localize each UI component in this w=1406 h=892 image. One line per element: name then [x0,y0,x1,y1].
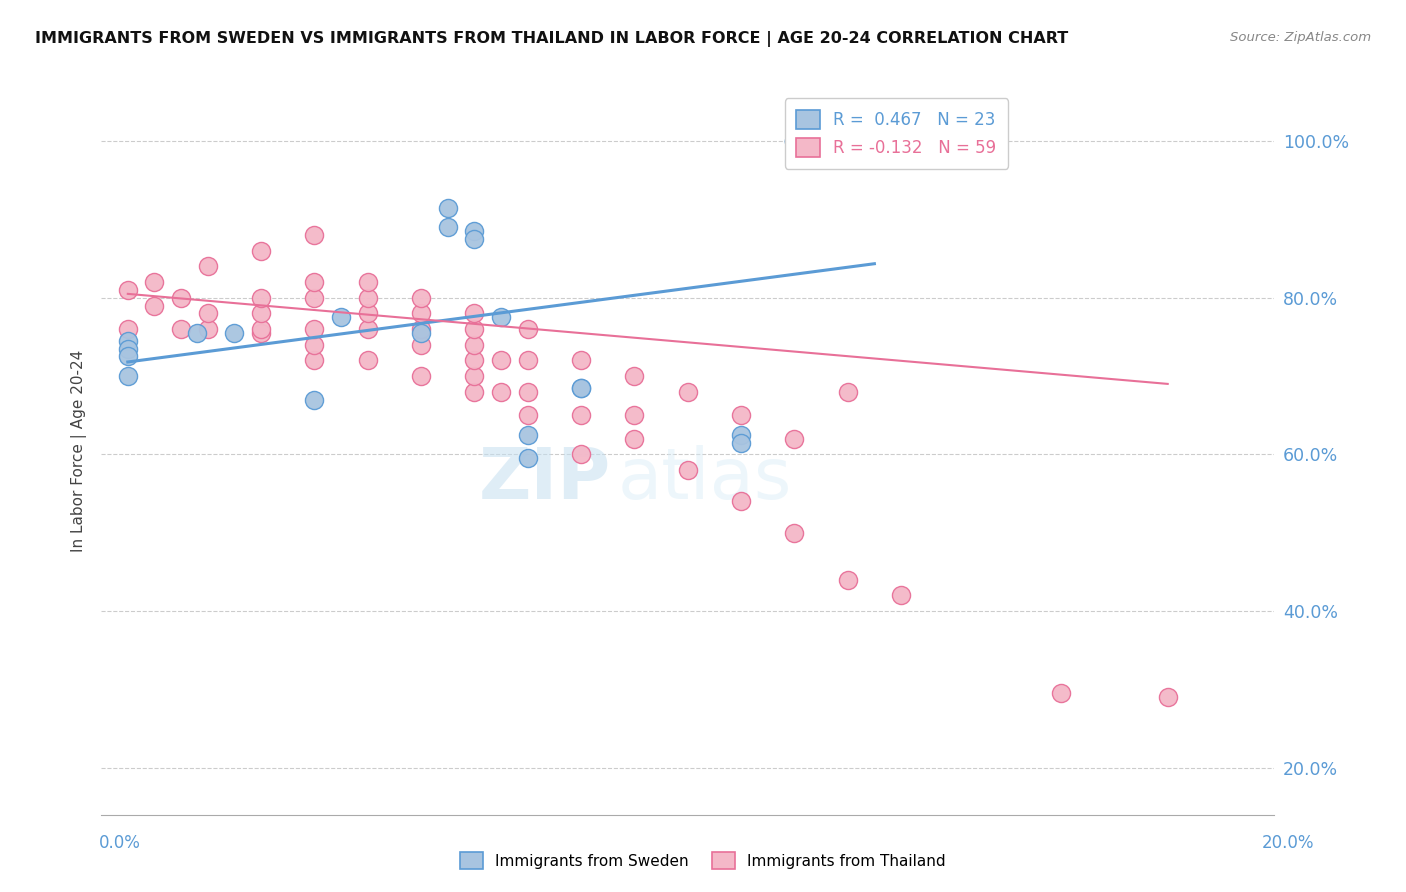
Point [357,306,380,320]
Point [489,310,512,325]
Point [170,291,193,305]
Point [623,432,645,446]
Point [489,384,512,399]
Point [411,337,433,351]
Point [197,306,219,320]
Point [837,573,859,587]
Point [783,525,806,540]
Point [516,384,538,399]
Point [330,310,353,325]
Point [411,369,433,384]
Point [837,384,859,399]
Point [143,299,166,313]
Point [224,326,246,340]
Text: Source: ZipAtlas.com: Source: ZipAtlas.com [1230,31,1371,45]
Point [357,322,380,336]
Point [730,408,752,422]
Point [117,322,139,336]
Point [304,291,326,305]
Point [250,326,273,340]
Point [489,353,512,368]
Point [783,134,806,148]
Point [730,427,752,442]
Point [411,306,433,320]
Point [463,369,485,384]
Point [1157,690,1180,705]
Point [357,353,380,368]
Point [569,353,592,368]
Point [357,275,380,289]
Point [117,350,139,364]
Point [569,381,592,395]
Point [250,306,273,320]
Text: 20.0%: 20.0% [1263,834,1315,852]
Point [197,260,219,274]
Point [117,334,139,348]
Point [304,322,326,336]
Point [516,353,538,368]
Y-axis label: In Labor Force | Age 20-24: In Labor Force | Age 20-24 [72,350,87,551]
Point [569,447,592,461]
Point [463,224,485,238]
Point [623,369,645,384]
Point [516,427,538,442]
Point [730,435,752,450]
Point [783,432,806,446]
Point [117,283,139,297]
Point [411,322,433,336]
Point [569,381,592,395]
Point [143,275,166,289]
Point [623,408,645,422]
Point [463,232,485,246]
Point [304,228,326,243]
Point [463,322,485,336]
Point [569,408,592,422]
Point [730,494,752,508]
Point [250,244,273,258]
Point [304,353,326,368]
Point [676,463,699,477]
Text: ZIP: ZIP [479,445,612,514]
Point [186,326,208,340]
Point [516,408,538,422]
Text: atlas: atlas [617,445,792,514]
Point [1050,686,1073,700]
Point [117,342,139,356]
Legend: Immigrants from Sweden, Immigrants from Thailand: Immigrants from Sweden, Immigrants from … [454,846,952,875]
Point [463,306,485,320]
Point [837,134,859,148]
Point [250,322,273,336]
Point [117,369,139,384]
Point [357,291,380,305]
Point [170,322,193,336]
Text: IMMIGRANTS FROM SWEDEN VS IMMIGRANTS FROM THAILAND IN LABOR FORCE | AGE 20-24 CO: IMMIGRANTS FROM SWEDEN VS IMMIGRANTS FRO… [35,31,1069,47]
Point [463,353,485,368]
Point [304,275,326,289]
Point [783,134,806,148]
Point [516,451,538,466]
Point [436,220,458,235]
Point [890,588,912,602]
Point [463,384,485,399]
Text: 0.0%: 0.0% [98,834,141,852]
Point [411,291,433,305]
Point [250,291,273,305]
Point [304,337,326,351]
Point [463,337,485,351]
Point [304,392,326,407]
Point [676,384,699,399]
Point [411,326,433,340]
Legend: R =  0.467   N = 23, R = -0.132   N = 59: R = 0.467 N = 23, R = -0.132 N = 59 [785,98,1008,169]
Point [436,201,458,215]
Point [197,322,219,336]
Point [516,322,538,336]
